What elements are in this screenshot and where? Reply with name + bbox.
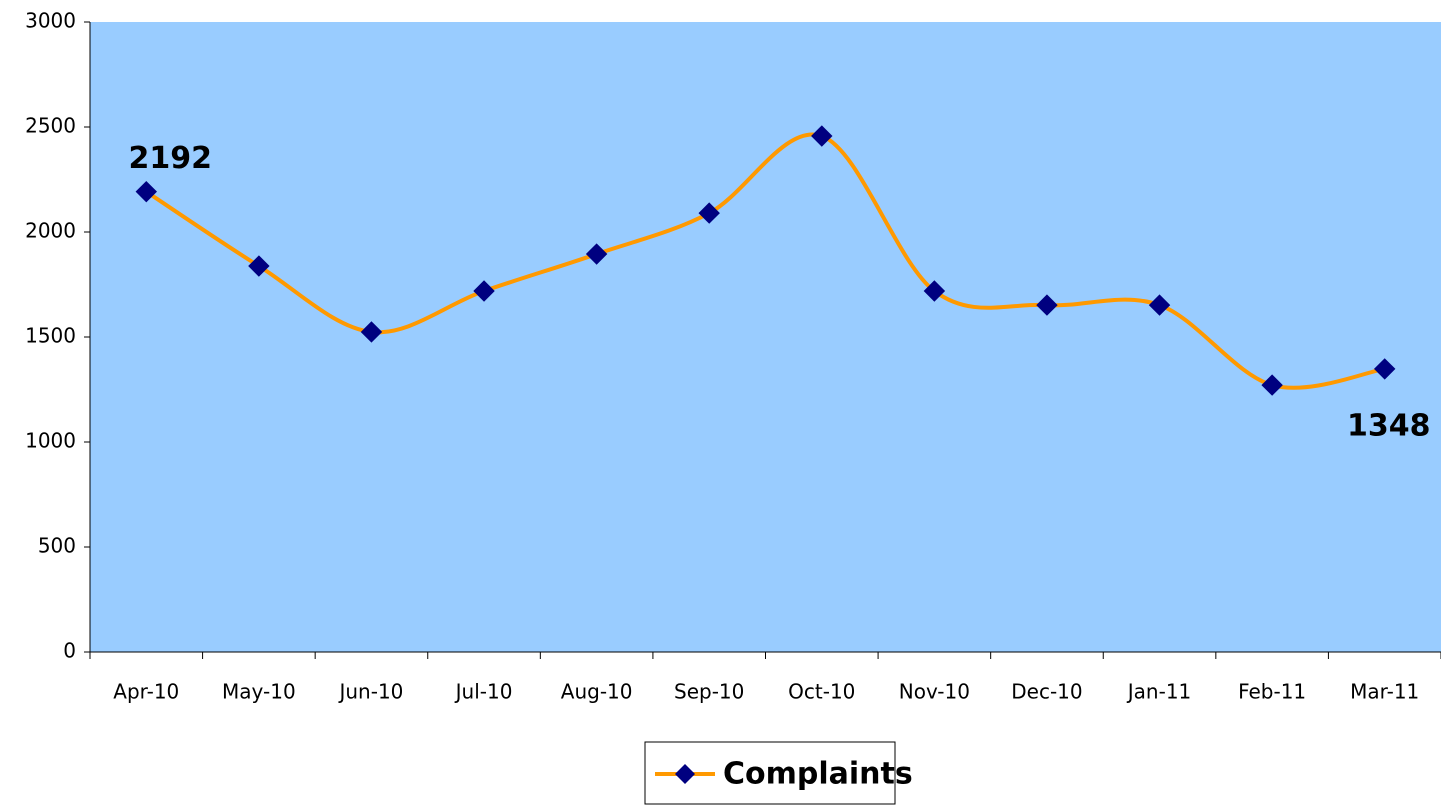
y-tick-label: 1500 xyxy=(25,324,76,348)
marker xyxy=(698,202,720,224)
x-tick-label: Jun-10 xyxy=(337,680,403,704)
x-tick-label: Oct-10 xyxy=(788,680,855,704)
x-tick-label: Nov-10 xyxy=(899,680,970,704)
marker xyxy=(135,180,157,203)
y-tick-label: 3000 xyxy=(25,9,76,33)
marker xyxy=(248,255,270,277)
y-tick-label: 1000 xyxy=(25,429,76,453)
legend-marker xyxy=(675,764,695,784)
x-tick-label: Dec-10 xyxy=(1011,680,1082,704)
y-tick-label: 500 xyxy=(38,534,76,558)
x-tick-label: Jul-10 xyxy=(454,680,513,704)
x-tick-label: Jan-11 xyxy=(1126,680,1192,704)
marker xyxy=(585,243,608,265)
marker xyxy=(1036,294,1058,316)
x-tick-label: Apr-10 xyxy=(113,680,179,704)
data-label: 1348 xyxy=(1347,408,1431,443)
marker xyxy=(473,280,495,302)
marker xyxy=(360,321,383,343)
y-tick-label: 2500 xyxy=(25,114,76,138)
marker xyxy=(923,280,946,302)
x-tick-label: Mar-11 xyxy=(1350,680,1419,704)
data-label: 2192 xyxy=(129,141,213,176)
line xyxy=(145,132,1386,390)
marker xyxy=(1261,374,1283,396)
marker xyxy=(1148,294,1171,316)
x-tick-label: Aug-10 xyxy=(561,680,633,704)
marker xyxy=(811,125,833,147)
x-tick-label: May-10 xyxy=(222,680,296,704)
x-tick-label: Feb-11 xyxy=(1238,680,1306,704)
y-tick-label: 0 xyxy=(63,639,76,663)
legend-label: Complaints xyxy=(723,757,913,792)
marker xyxy=(1374,358,1396,380)
x-tick-label: Sep-10 xyxy=(674,680,744,704)
y-tick-label: 2000 xyxy=(25,219,76,243)
plot-area xyxy=(90,22,1441,652)
